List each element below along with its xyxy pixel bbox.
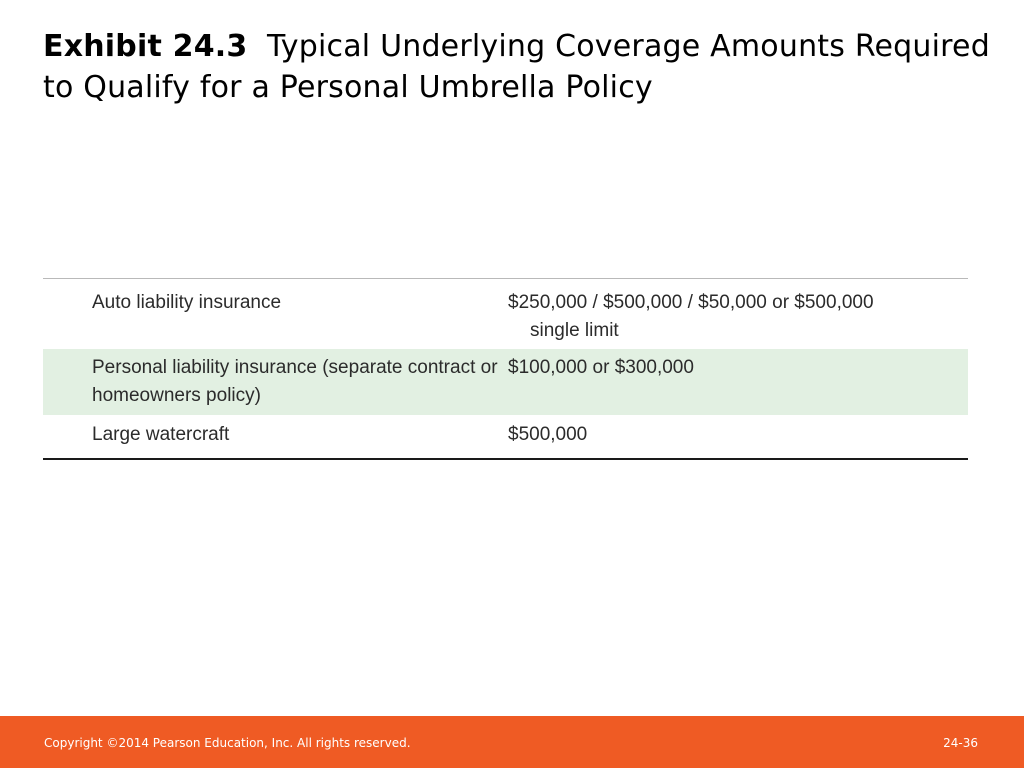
coverage-type-cell: Auto liability insurance — [92, 292, 282, 313]
coverage-amount-cell: $250,000 / $500,000 / $50,000 or $500,00… — [508, 279, 968, 350]
table-row: Large watercraft $500,000 — [43, 415, 968, 459]
exhibit-label: Exhibit 24.3 — [43, 29, 248, 64]
copyright-text: Copyright ©2014 Pearson Education, Inc. … — [44, 736, 411, 750]
coverage-table: Auto liability insurance $250,000 / $500… — [43, 278, 968, 460]
coverage-amount-cell: $100,000 or $300,000 — [508, 357, 694, 378]
coverage-amount-cell: $500,000 — [508, 424, 588, 445]
table-row: Personal liability insurance (separate c… — [43, 349, 968, 415]
coverage-amount-text: $250,000 / $500,000 / $50,000 or $500,00… — [508, 292, 874, 313]
coverage-amount-continuation: single limit — [530, 320, 619, 341]
coverage-type-cell: Large watercraft — [92, 424, 230, 445]
footer-bar: Copyright ©2014 Pearson Education, Inc. … — [0, 716, 1024, 768]
exhibit-title-text: Typical Underlying Coverage Amounts Requ… — [43, 29, 990, 105]
slide-title: Exhibit 24.3 Typical Underlying Coverage… — [43, 26, 993, 108]
page-number: 24-36 — [943, 736, 978, 750]
coverage-type-cell: Personal liability insurance (separate c… — [92, 357, 498, 406]
table-row: Auto liability insurance $250,000 / $500… — [43, 279, 968, 350]
